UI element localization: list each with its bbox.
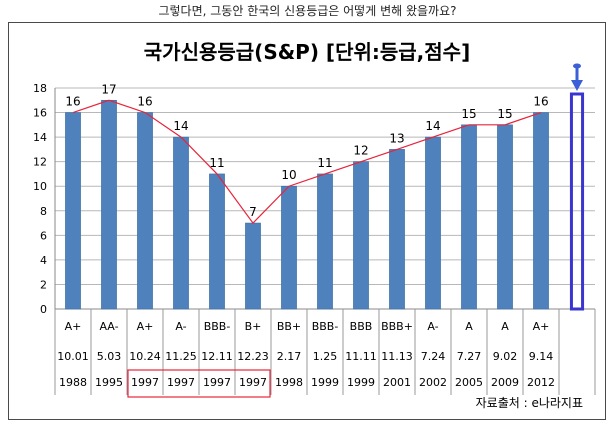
category-date: 1.25: [313, 350, 338, 363]
y-tick-label: 6: [40, 229, 47, 242]
data-label: 13: [389, 131, 404, 145]
category-rating: A+: [137, 320, 154, 333]
y-tick-label: 16: [33, 107, 47, 120]
data-label: 14: [173, 119, 188, 133]
bar: [65, 112, 81, 310]
bar: [137, 112, 153, 310]
category-date: 7.24: [421, 350, 446, 363]
category-year: 2009: [491, 376, 519, 389]
category-year: 1997: [239, 376, 267, 389]
category-date: 12.23: [237, 350, 269, 363]
category-date: 12.11: [201, 350, 233, 363]
category-date: 11.25: [165, 350, 197, 363]
bar: [497, 124, 513, 310]
category-rating: BB+: [277, 320, 301, 333]
y-tick-label: 14: [33, 131, 47, 144]
page-caption: 그렇다면, 그동안 한국의 신용등급은 어떻게 변해 왔을까요?: [158, 4, 457, 18]
projection-arrow-tail: [573, 63, 581, 69]
data-label: 12: [353, 144, 368, 158]
category-rating: A: [465, 320, 473, 333]
trend-line: [72, 99, 542, 224]
category-year: 1997: [203, 376, 231, 389]
category-year: 2005: [455, 376, 483, 389]
data-label: 16: [65, 95, 80, 109]
data-label: 10: [281, 168, 296, 182]
category-date: 11.13: [381, 350, 413, 363]
data-label: 16: [137, 95, 152, 109]
projection-arrow-head: [571, 80, 583, 91]
category-year: 1999: [311, 376, 339, 389]
chart-frame: 국가신용등급(S&P) [단위:등급,점수] 0 2 4 6 8 10 12 14 16 18 1…: [8, 22, 606, 420]
category-rating: A-: [427, 320, 438, 333]
category-year: 2012: [527, 376, 555, 389]
category-table: A+10.011988AA-5.031995A+10.241997A-11.25…: [54, 309, 596, 395]
category-rating: A-: [175, 320, 186, 333]
data-label: 7: [249, 205, 257, 219]
bar: [353, 161, 369, 310]
bar: [209, 173, 225, 310]
data-label: 11: [209, 156, 224, 170]
bar: [101, 99, 117, 310]
category-rating: BBB-: [312, 320, 339, 333]
data-label: 14: [425, 119, 440, 133]
bar: [173, 136, 189, 310]
source-note: 자료출처 : e나라지표: [475, 396, 583, 410]
y-tick-label: 10: [33, 180, 47, 193]
category-date: 5.03: [97, 350, 122, 363]
data-label: 17: [101, 82, 116, 96]
category-year: 1988: [59, 376, 87, 389]
category-year: 1998: [275, 376, 303, 389]
data-label: 15: [497, 107, 512, 121]
data-labels: 16 17 16 14 11 7 10 11 12 13 14 15 15 16: [65, 82, 548, 219]
y-axis-ticks: 0 2 4 6 8 10 12 14 16 18: [33, 82, 47, 316]
category-rating: B+: [245, 320, 262, 333]
category-date: 7.27: [457, 350, 482, 363]
chart-title: 국가신용등급(S&P) [단위:등급,점수]: [144, 40, 470, 64]
bars: [65, 99, 549, 310]
category-rating: A+: [533, 320, 550, 333]
bar: [281, 185, 297, 310]
y-tick-label: 12: [33, 156, 47, 169]
bar: [533, 112, 549, 310]
category-date: 9.14: [529, 350, 554, 363]
category-date: 10.01: [57, 350, 89, 363]
category-rating: BBB-: [204, 320, 231, 333]
category-year: 1997: [167, 376, 195, 389]
bar: [389, 149, 405, 310]
bar: [461, 124, 477, 310]
category-date: 11.11: [345, 350, 377, 363]
bar: [317, 173, 333, 310]
trend-line-group: [72, 99, 542, 224]
rating-chart: 국가신용등급(S&P) [단위:등급,점수] 0 2 4 6 8 10 12 14 16 18 1…: [33, 40, 596, 398]
category-year: 1997: [131, 376, 159, 389]
annotations: [127, 63, 585, 398]
bar: [245, 222, 261, 310]
category-year: 1995: [95, 376, 123, 389]
y-tick-label: 4: [40, 254, 47, 267]
category-rating: A: [501, 320, 509, 333]
y-tick-label: 8: [40, 205, 47, 218]
data-label: 11: [317, 156, 332, 170]
category-rating: BBB: [350, 320, 373, 333]
y-tick-label: 0: [40, 303, 47, 316]
data-label: 16: [533, 95, 548, 109]
projection-bar: [569, 92, 585, 311]
y-tick-label: 2: [40, 278, 47, 291]
data-label: 15: [461, 107, 476, 121]
category-date: 2.17: [277, 350, 302, 363]
category-rating: A+: [65, 320, 82, 333]
category-rating: BBB+: [381, 320, 413, 333]
category-date: 10.24: [129, 350, 161, 363]
category-rating: AA-: [99, 320, 118, 333]
category-year: 1999: [347, 376, 375, 389]
y-tick-label: 18: [33, 82, 47, 95]
category-date: 9.02: [493, 350, 518, 363]
highlight-1997-box: [127, 369, 271, 398]
category-year: 2002: [419, 376, 447, 389]
category-year: 2001: [383, 376, 411, 389]
bar: [425, 136, 441, 310]
